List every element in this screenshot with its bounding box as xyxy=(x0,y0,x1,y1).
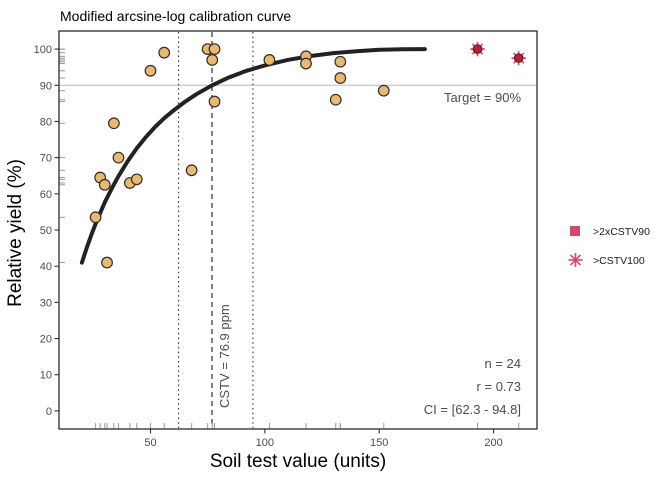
data-point xyxy=(98,178,111,191)
data-point xyxy=(206,54,219,66)
flagged-data-point xyxy=(472,44,483,54)
x-tick-label: 150 xyxy=(370,437,388,449)
panel-border xyxy=(58,30,538,430)
x-tick-label: 100 xyxy=(256,437,274,449)
x-tick-label: 50 xyxy=(144,437,156,449)
flagged-data-point xyxy=(513,53,524,63)
n-annotation: n = 24 xyxy=(484,356,521,371)
scatter-points xyxy=(89,41,526,269)
data-point xyxy=(144,64,157,77)
chart-title: Modified arcsine-log calibration curve xyxy=(60,8,291,24)
y-tick-label: 20 xyxy=(40,334,52,346)
y-tick-label: 90 xyxy=(40,80,52,92)
legend-label-2xcstv90: >2xCSTV90 xyxy=(593,226,650,238)
data-point xyxy=(185,164,198,177)
legend-asterisk-marker-icon xyxy=(568,253,583,267)
data-point xyxy=(208,43,221,55)
legend-asterisk xyxy=(568,253,583,267)
y-tick-label: 0 xyxy=(46,406,52,418)
legend-label-cstv100: >CSTV100 xyxy=(593,255,645,267)
r-annotation: r = 0.73 xyxy=(477,379,521,394)
legend-square-marker-icon xyxy=(570,226,580,236)
data-point xyxy=(89,211,102,224)
y-tick-label: 70 xyxy=(40,153,52,165)
panel-outline xyxy=(58,30,538,430)
asterisk-ray xyxy=(570,254,581,266)
data-point xyxy=(130,173,143,186)
legend: >2xCSTV90 >CSTV100 xyxy=(568,226,650,267)
data-point xyxy=(300,57,312,70)
calibration-curve xyxy=(79,47,427,265)
data-point xyxy=(158,46,171,59)
target-annotation: Target = 90% xyxy=(444,90,521,105)
y-tick-label: 80 xyxy=(40,116,52,128)
x-tick-label: 200 xyxy=(484,437,502,449)
ci-annotation: CI = [62.3 - 94.8] xyxy=(424,402,521,417)
data-point xyxy=(334,72,347,84)
data-point xyxy=(263,54,276,66)
x-axis-title: Soil test value (units) xyxy=(210,451,386,472)
cstv-annotation: CSTV = 76.9 ppm xyxy=(217,304,232,408)
y-axis-title: Relative yield (%) xyxy=(5,159,26,307)
data-point xyxy=(329,93,342,106)
data-point xyxy=(112,151,125,164)
y-tick-label: 10 xyxy=(40,370,52,382)
data-point xyxy=(107,117,120,130)
fitted-curve xyxy=(79,47,427,265)
y-tick-label: 50 xyxy=(40,225,52,237)
data-point xyxy=(334,55,347,68)
y-tick-label: 30 xyxy=(40,297,52,309)
y-tick-label: 40 xyxy=(40,261,52,273)
axis-ticks: 50 100 150 200 0 10 20 30 40 50 60 70 80 90 100 xyxy=(34,44,503,449)
data-point xyxy=(208,95,221,108)
y-tick-label: 60 xyxy=(40,189,52,201)
data-point xyxy=(377,84,390,97)
data-point xyxy=(101,256,113,269)
rug-marks xyxy=(59,48,520,429)
y-tick-label: 100 xyxy=(34,44,52,56)
